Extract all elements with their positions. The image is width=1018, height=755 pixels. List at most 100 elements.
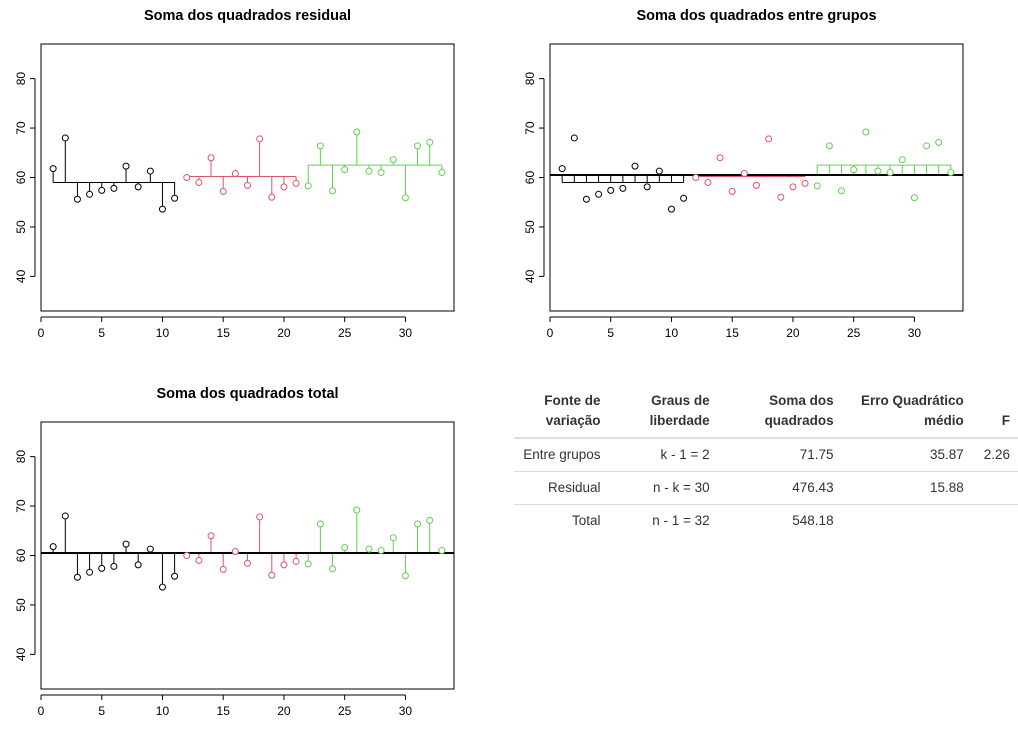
y-tick-label: 70 (523, 121, 537, 135)
data-point (195, 556, 203, 564)
data-point (426, 138, 434, 146)
data-point (231, 170, 239, 178)
total-sum-of-squares-chart: Soma dos quadrados total 0 5 10 15 20 25 30 40 50… (14, 386, 455, 718)
y-tick-label: 50 (523, 220, 537, 234)
x-tick-label: 25 (338, 326, 352, 340)
data-point (862, 128, 870, 136)
data-point (377, 547, 385, 555)
data-point (947, 169, 955, 177)
data-point (365, 167, 373, 175)
data-point (280, 183, 288, 191)
x-tick-label: 0 (38, 704, 45, 718)
y-tick-label: 80 (14, 450, 28, 464)
chart-title: Soma dos quadrados total (156, 386, 338, 402)
data-point (692, 174, 700, 181)
data-point (850, 166, 858, 174)
data-point (667, 205, 675, 213)
data-point (655, 167, 663, 175)
x-tick-label: 5 (607, 326, 614, 340)
data-point (292, 557, 300, 565)
y-tick-label: 40 (523, 269, 537, 283)
x-tick-label: 20 (277, 704, 291, 718)
y-tick-label: 80 (523, 72, 537, 86)
x-tick-label: 20 (277, 326, 291, 340)
y-tick-label: 70 (14, 499, 28, 513)
data-point (86, 190, 94, 198)
data-point (98, 186, 106, 194)
data-point (183, 174, 191, 181)
data-point (341, 166, 349, 174)
data-point (268, 193, 276, 201)
data-point (146, 545, 154, 553)
data-point (207, 154, 215, 162)
data-point (728, 187, 736, 195)
data-point (341, 544, 349, 552)
data-point (244, 559, 251, 567)
data-point (825, 142, 833, 150)
x-tick-label: 10 (156, 704, 170, 718)
data-point (268, 571, 276, 579)
data-point (935, 138, 943, 146)
data-point (195, 178, 203, 186)
x-tick-label: 15 (217, 326, 231, 340)
cell-sum-of-squares: 71.75 (717, 438, 842, 472)
header-source: Fonte de variação (514, 388, 609, 439)
data-point (316, 520, 324, 528)
cell-source: Total (571, 513, 601, 528)
data-point (292, 179, 300, 187)
cell-mean-square (842, 505, 972, 538)
chart-title: Soma dos quadrados residual (144, 8, 351, 24)
residual-sum-of-squares-chart: Soma dos quadrados residual 0 5 10 15 20 25 30 4… (14, 8, 455, 340)
x-tick-label: 5 (98, 326, 105, 340)
data-point (558, 165, 566, 173)
table-row: Total n - 1 = 32 548.18 (514, 505, 1018, 538)
data-point (389, 534, 397, 542)
data-point (280, 561, 288, 569)
cell-df: n - 1 = 32 (652, 513, 710, 528)
data-point (753, 181, 760, 189)
table-row: Entre grupos k - 1 = 2 71.75 35.87 2.26 (514, 438, 1018, 472)
anova-table: Fonte de variação Graus de liberdade Som… (514, 388, 1018, 537)
data-point (570, 134, 578, 142)
header-f: F (971, 388, 1018, 439)
data-point (740, 170, 748, 178)
data-point (73, 573, 81, 581)
data-point (353, 128, 361, 136)
y-tick-label: 60 (14, 171, 28, 185)
data-point (401, 572, 409, 580)
data-point (365, 545, 373, 553)
x-tick-label: 10 (665, 326, 679, 340)
data-point (789, 183, 797, 191)
y-tick-label: 40 (14, 647, 28, 661)
plot-frame (549, 43, 964, 312)
data-point (801, 179, 809, 187)
data-point (389, 156, 397, 164)
x-tick-label: 25 (338, 704, 352, 718)
data-point (582, 195, 590, 203)
data-point (704, 178, 712, 186)
x-tick-label: 10 (156, 326, 170, 340)
data-point (183, 552, 191, 559)
data-point (838, 187, 846, 195)
x-tick-label: 30 (399, 704, 413, 718)
cell-df: n - k = 30 (608, 471, 718, 505)
cell-mean-square: 35.87 (841, 438, 972, 472)
data-point (256, 513, 264, 521)
data-point (49, 543, 57, 551)
anova-header-row: Fonte de variação Graus de liberdade Som… (514, 388, 1018, 439)
header-mean-square: Erro Quadrático médio (841, 388, 972, 439)
data-point (304, 182, 312, 190)
y-tick-label: 80 (14, 72, 28, 86)
y-tick-label: 60 (14, 549, 28, 563)
data-point (122, 540, 130, 548)
y-tick-label: 50 (14, 598, 28, 612)
data-point (231, 548, 239, 556)
data-point (329, 565, 337, 573)
data-point (146, 167, 154, 175)
x-tick-label: 0 (547, 326, 554, 340)
y-tick-label: 70 (14, 121, 28, 135)
x-tick-label: 5 (98, 704, 105, 718)
cell-df: k - 1 = 2 (608, 438, 718, 472)
data-point (61, 512, 69, 520)
data-point (716, 154, 724, 162)
